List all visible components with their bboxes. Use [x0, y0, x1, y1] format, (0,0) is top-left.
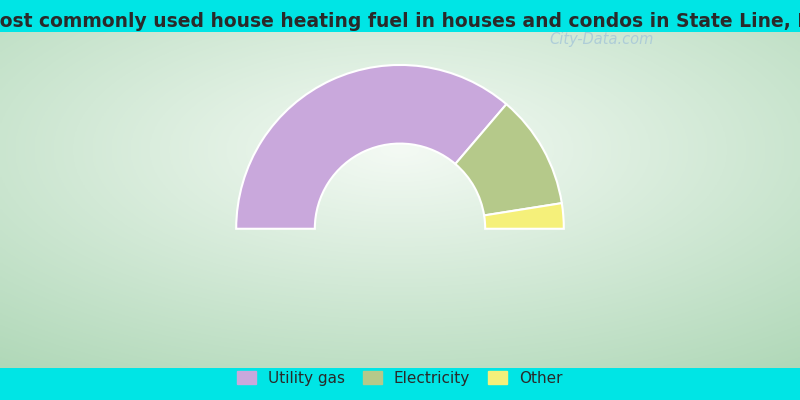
Text: Most commonly used house heating fuel in houses and condos in State Line, ID: Most commonly used house heating fuel in…	[0, 12, 800, 31]
Wedge shape	[236, 65, 506, 229]
Wedge shape	[455, 104, 562, 216]
Text: City-Data.com: City-Data.com	[550, 32, 654, 47]
Wedge shape	[484, 203, 564, 229]
Legend: Utility gas, Electricity, Other: Utility gas, Electricity, Other	[233, 366, 567, 390]
